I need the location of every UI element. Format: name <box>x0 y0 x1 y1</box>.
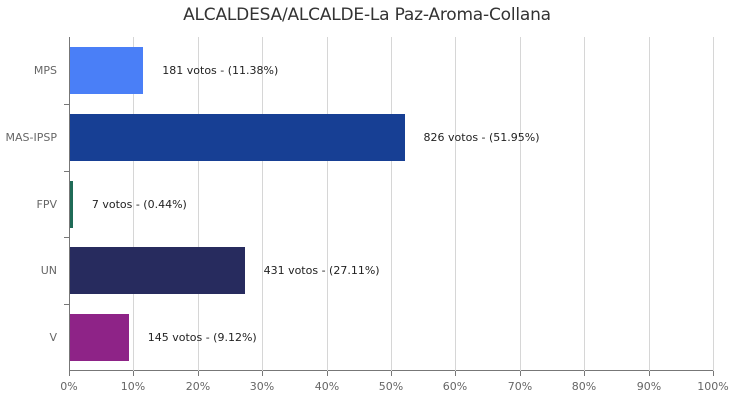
gridline <box>584 37 585 371</box>
y-tick <box>64 104 69 105</box>
x-tick <box>391 371 392 376</box>
category-label: UN <box>40 264 57 277</box>
x-tick <box>327 371 328 376</box>
x-tick <box>262 371 263 376</box>
gridline <box>455 37 456 371</box>
plot-area: 181 votos - (11.38%) 826 votos - (51.95%)… <box>64 37 714 376</box>
category-label: V <box>49 331 57 344</box>
y-tick <box>64 171 69 172</box>
x-tick <box>69 371 70 376</box>
gridline <box>713 37 714 371</box>
x-tick <box>455 371 456 376</box>
category-label: FPV <box>36 198 58 211</box>
y-tick <box>64 237 69 238</box>
x-tick-label: 50% <box>378 380 404 393</box>
x-tick-label: 10% <box>120 380 146 393</box>
data-label: 7 votos - (0.44%) <box>91 198 187 211</box>
category-label: MPS <box>33 64 57 77</box>
bar-v[interactable] <box>70 314 129 361</box>
gridline <box>391 37 392 371</box>
x-tick <box>649 371 650 376</box>
x-tick-label: 60% <box>442 380 468 393</box>
y-tick <box>64 304 69 305</box>
gridline <box>198 37 199 371</box>
x-tick-label: 0% <box>60 380 78 393</box>
x-tick-label: 100% <box>697 380 729 393</box>
bar-fpv[interactable] <box>70 181 73 228</box>
x-tick <box>713 371 714 376</box>
x-tick <box>198 371 199 376</box>
gridline <box>133 37 134 371</box>
data-label: 145 votos - (9.12%) <box>147 331 257 344</box>
gridline <box>327 37 328 371</box>
chart-title: ALCALDESA/ALCALDE-La Paz-Aroma-Collana <box>183 5 551 25</box>
category-label: MAS-IPSP <box>5 131 57 144</box>
gridline <box>649 37 650 371</box>
data-label: 181 votos - (11.38%) <box>162 64 279 77</box>
bar-mps[interactable] <box>70 47 144 94</box>
x-tick-label: 90% <box>636 380 662 393</box>
y-axis-line <box>69 37 70 371</box>
bar-un[interactable] <box>70 247 245 294</box>
x-tick-label: 40% <box>314 380 340 393</box>
data-label: 431 votos - (27.11%) <box>263 264 380 277</box>
x-tick-label: 80% <box>571 380 597 393</box>
bar-mas-ipsp[interactable] <box>70 114 405 161</box>
x-tick-label: 30% <box>249 380 275 393</box>
x-tick-label: 20% <box>185 380 211 393</box>
x-tick <box>584 371 585 376</box>
gridline <box>520 37 521 371</box>
data-label: 826 votos - (51.95%) <box>423 131 540 144</box>
x-tick <box>520 371 521 376</box>
gridline <box>262 37 263 371</box>
x-tick <box>133 371 134 376</box>
x-tick-label: 70% <box>507 380 533 393</box>
